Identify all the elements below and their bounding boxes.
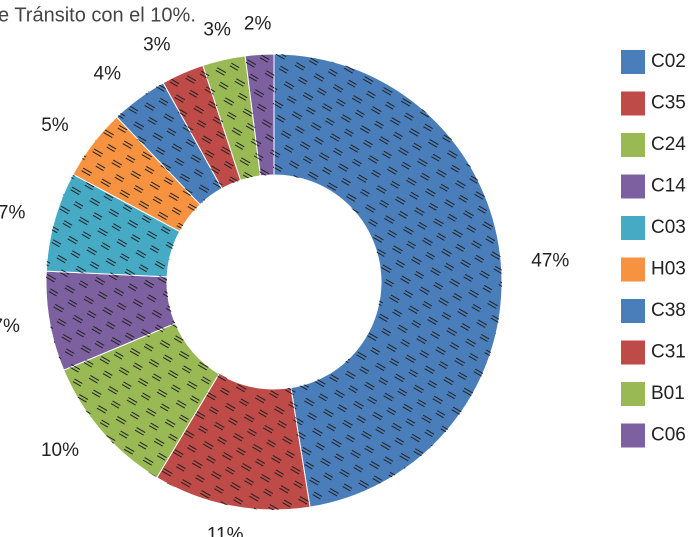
legend-label: H03 (651, 259, 686, 280)
slice-hatch (245, 54, 274, 176)
data-label: 11% (207, 524, 244, 537)
legend-label: B01 (651, 383, 685, 404)
data-label: 3% (143, 35, 171, 56)
legend-label: C35 (651, 93, 686, 114)
legend-label: C06 (651, 425, 686, 446)
legend-swatch (621, 216, 645, 240)
legend-swatch (621, 257, 645, 282)
data-label: 4% (94, 63, 122, 84)
slice-hatch (46, 174, 180, 277)
slice-hatch (45, 271, 176, 371)
legend-swatch (621, 423, 645, 448)
legend-label: C03 (651, 217, 686, 238)
data-label: 10% (41, 440, 79, 461)
slice-hatch (163, 65, 241, 189)
slice-hatch (202, 55, 261, 181)
slice-hatch (156, 373, 311, 510)
legend-swatch (621, 91, 645, 116)
slice-hatch (73, 116, 201, 232)
data-label: 47% (531, 251, 569, 272)
legend-label: C24 (651, 134, 686, 155)
legend-swatch (621, 299, 645, 323)
legend-label: C31 (651, 342, 686, 363)
legend-label: C02 (651, 51, 686, 72)
chart-title: e Tránsito con el 10%. (0, 4, 196, 26)
legend-swatch (621, 174, 645, 199)
legend-label: C14 (651, 176, 686, 197)
data-label: 3% (203, 19, 231, 40)
data-label: 5% (41, 115, 69, 136)
legend-swatch (621, 340, 645, 365)
data-label: 7% (0, 316, 20, 337)
slice-hatch (63, 323, 220, 478)
legend-swatch (621, 133, 645, 157)
slice-hatch (274, 54, 503, 508)
legend-label: C38 (651, 300, 686, 321)
data-label: 2% (244, 14, 272, 35)
legend-swatch (621, 50, 645, 74)
data-label: 7% (0, 202, 25, 223)
legend-swatch (621, 382, 645, 406)
slice-hatch (116, 82, 222, 205)
